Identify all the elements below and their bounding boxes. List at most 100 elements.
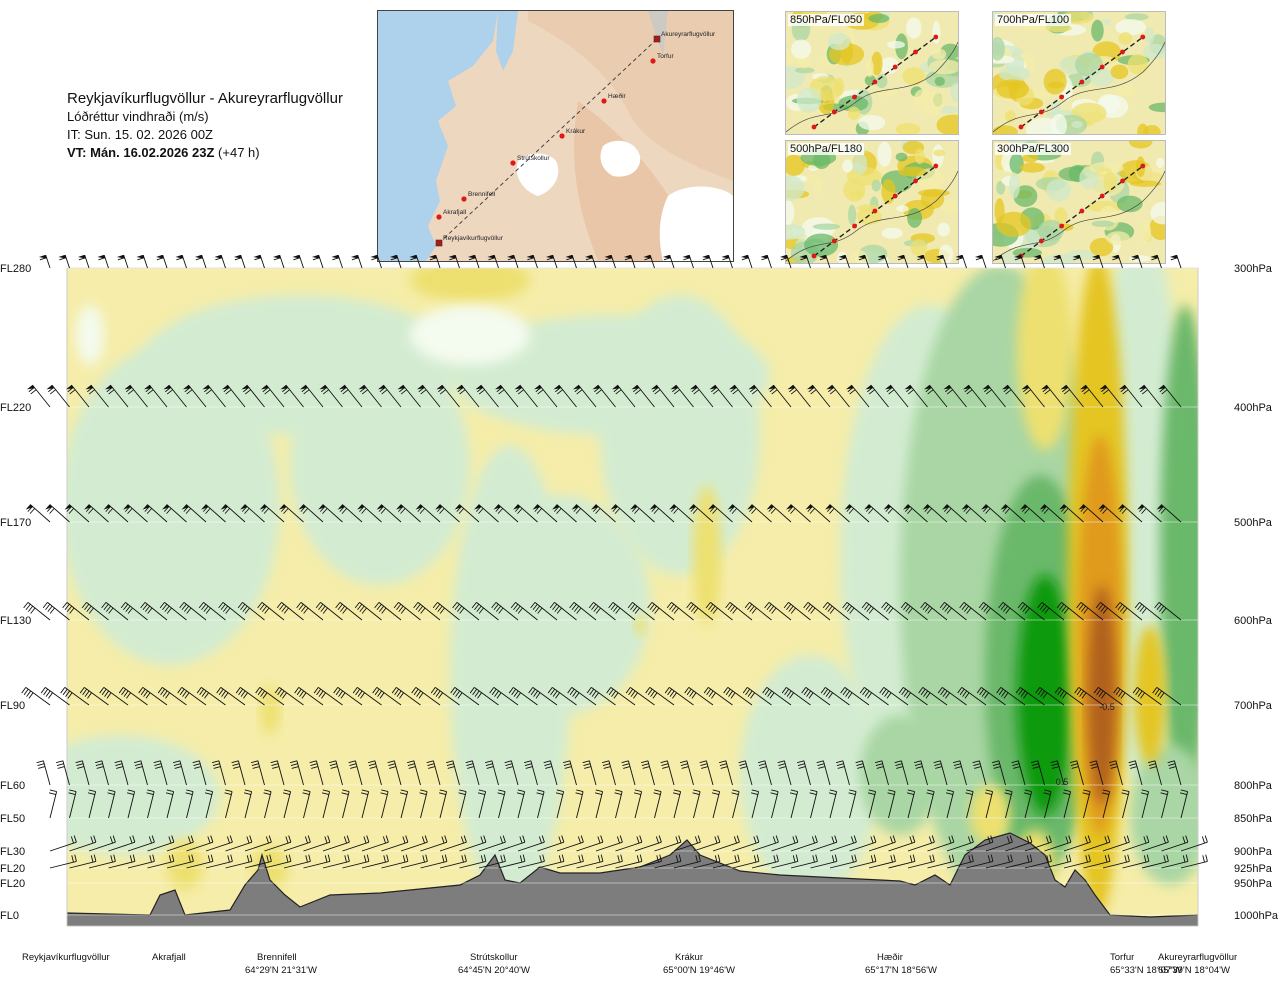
level-map-300[interactable]: 300hPa/FL300 (992, 140, 1166, 264)
wind-barb-feather (530, 688, 536, 696)
wind-barb-feather (465, 760, 473, 764)
wind-barb-feather (315, 602, 321, 609)
wind-barb-feather (896, 766, 904, 769)
wind-barb-feather (850, 836, 854, 844)
wind-barb-feather (758, 763, 766, 766)
wind-barb-feather (327, 835, 331, 843)
wind-barb-feather (118, 687, 124, 694)
waypoint-marker (559, 133, 565, 139)
wind-barb (1115, 760, 1123, 786)
wind-barb (825, 687, 850, 706)
wind-barb-feather (534, 605, 541, 612)
wind-barb-feather (426, 760, 434, 764)
wind-barb-feather (699, 760, 707, 764)
wind-barb-feather (138, 687, 144, 694)
wind-barb-feather (391, 687, 397, 694)
wind-barb (42, 760, 51, 786)
wind-barb-feather (123, 603, 129, 611)
wind-barb-feather (1099, 506, 1106, 512)
wind-barb (654, 860, 682, 869)
wind-barb-feather (377, 690, 383, 697)
wind-barb-feather (312, 257, 320, 261)
wind-barb-feather (798, 766, 806, 769)
wind-barb-feather (1148, 763, 1156, 766)
wind-barb-feather (381, 789, 389, 793)
location-name: Torfur (1110, 952, 1135, 963)
wind-barb-feather (220, 603, 226, 611)
wind-barb-feather (109, 836, 113, 844)
wind-barb (185, 504, 207, 523)
wind-barb-flag (1111, 255, 1120, 259)
wind-barb (283, 860, 311, 869)
wind-barb-feather (204, 692, 209, 699)
wind-barb-feather (379, 386, 386, 393)
wind-barb-feather (237, 602, 243, 609)
wind-barb-flag (26, 385, 35, 390)
wind-barb (49, 860, 77, 869)
wind-barb (673, 841, 701, 852)
wind-barb-feather (1079, 690, 1085, 697)
waypoint-label: Krákur (566, 128, 586, 135)
wind-barb (576, 791, 584, 819)
wind-barb-feather (780, 257, 788, 261)
wind-barb (864, 687, 889, 706)
wind-barb-feather (407, 763, 415, 766)
wind-barb-feather (552, 690, 558, 697)
wind-barb-feather (771, 607, 777, 614)
wind-barb-feather (1009, 835, 1013, 843)
wind-barb-feather (1002, 605, 1009, 612)
wind-barb-flag (84, 504, 92, 510)
wind-barb-feather (725, 602, 731, 609)
wind-barb-feather (546, 257, 554, 261)
wind-barb-feather (712, 508, 718, 514)
wind-barb-feather (449, 257, 457, 261)
wind-barb-feather (1143, 836, 1147, 844)
wind-barb-feather (805, 603, 811, 611)
wind-barb (844, 687, 870, 706)
vertical-velocity-field-region (693, 485, 721, 625)
wind-barb (729, 602, 753, 621)
wind-barb-feather (394, 688, 400, 696)
wind-barb-feather (566, 257, 574, 261)
wind-barb-feather (439, 389, 446, 395)
wind-barb-feather (868, 389, 875, 395)
wind-barb-feather (966, 607, 972, 614)
wind-barb-feather (418, 386, 425, 393)
wind-barb (298, 255, 304, 269)
wind-barb-feather (293, 257, 301, 261)
wind-barb-feather (68, 792, 76, 795)
wind-barb-feather (914, 760, 922, 764)
wind-barb (419, 504, 441, 523)
wind-barb (790, 504, 811, 523)
wind-barb (159, 760, 168, 786)
wind-barb-feather (613, 386, 620, 393)
level-map-850[interactable]: 850hPa/FL050 (785, 11, 959, 135)
wind-barb (300, 602, 324, 621)
wind-barb-flag (220, 504, 229, 510)
wind-barb-feather (335, 602, 341, 609)
wind-barb (320, 602, 343, 621)
wind-barb (732, 860, 760, 869)
wind-barb-feather (310, 763, 318, 766)
wind-barb-feather (116, 766, 124, 769)
level-map-500[interactable]: 500hPa/FL180 (785, 140, 959, 264)
wind-barb-feather (671, 605, 677, 612)
wind-barb (283, 504, 304, 523)
wind-barb-feather (1024, 508, 1030, 514)
wind-barb (108, 791, 116, 819)
wind-barb-feather (366, 854, 370, 862)
wind-barb-feather (252, 766, 260, 769)
wind-barb-feather (305, 855, 308, 863)
level-map-700[interactable]: 700hPa/FL100 (992, 11, 1166, 135)
wind-barb-feather (223, 692, 229, 699)
wind-barb-feather (1107, 835, 1111, 843)
wind-barb-feather (624, 257, 632, 261)
wind-barb (25, 687, 51, 706)
wind-barb-feather (1205, 854, 1208, 862)
wind-barb-feather (828, 792, 836, 795)
wind-barb-feather (580, 835, 584, 843)
wind-barb-feather (1098, 603, 1104, 611)
wind-barb-feather (42, 602, 48, 609)
wind-barb (164, 602, 187, 621)
wind-barb-feather (542, 854, 545, 862)
